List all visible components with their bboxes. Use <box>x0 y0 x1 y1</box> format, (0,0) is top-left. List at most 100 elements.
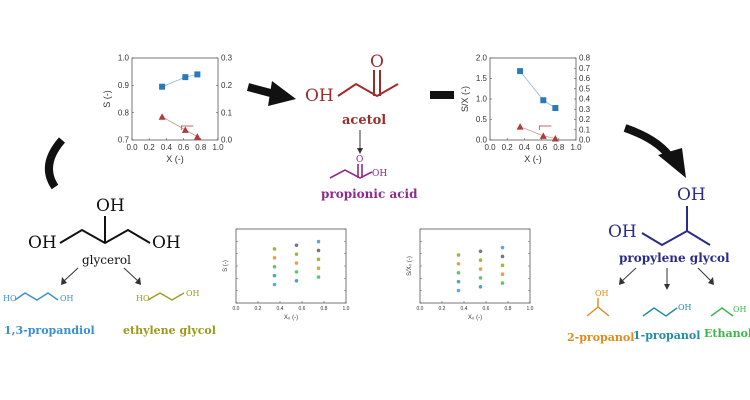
y-axis-label: S (-) <box>102 90 112 108</box>
data-point <box>272 282 277 287</box>
glycerol-oh-right: OH <box>152 233 181 253</box>
glycerol-oh-left: OH <box>28 233 57 253</box>
x-tick-label: 0.0 <box>126 143 138 152</box>
acetol-name: acetol <box>342 113 386 128</box>
y-axis-label: S/X₀ (-) <box>407 256 413 276</box>
x-tick-label: 0.2 <box>502 143 514 152</box>
x-tick-label: 0.0 <box>484 143 496 152</box>
glycerol-oh-top: OH <box>96 196 125 216</box>
x-tick-label: 0.6 <box>299 306 306 312</box>
trend-line <box>519 126 556 139</box>
x-tick-label: 0.2 <box>144 143 156 152</box>
trend-line <box>161 116 198 138</box>
data-point <box>478 267 483 271</box>
x-tick-label: 0.4 <box>461 306 468 312</box>
data-point-triangle <box>158 113 166 120</box>
y-tick-label-right: 0.4 <box>579 95 591 104</box>
selectivity-chart-propylene-glycol-products: 0.0 0.2 0.4 0.6 0.8 1.0 X₀ (-) S/X₀ (-) <box>407 228 534 321</box>
glycerol-name: glycerol <box>82 253 131 267</box>
x-axis-label: X₀ (-) <box>468 315 482 321</box>
x-tick-label: 1.0 <box>343 306 350 312</box>
propandiol-structure: HO OH 1,3-propandiol <box>3 292 95 337</box>
y-tick-label-right: 0.2 <box>221 81 233 90</box>
plot-frame <box>131 57 219 141</box>
y-tick-label-right: 0.3 <box>579 105 591 114</box>
data-point <box>456 279 461 284</box>
propionic-acid-structure: O OH propionic acid <box>321 155 418 201</box>
x-axis-label: X (-) <box>166 154 184 164</box>
data-point <box>272 256 277 260</box>
ethylene-glycol-structure: HO OH ethylene glycol <box>123 289 216 337</box>
data-point <box>316 266 321 271</box>
data-point <box>316 257 321 262</box>
y-tick-label-right: 0.8 <box>579 54 591 63</box>
x-tick-label: 0.8 <box>321 306 328 312</box>
data-point <box>456 262 461 266</box>
propanol2-name: 2-propanol <box>567 331 634 344</box>
plot-frame <box>419 228 531 304</box>
x-tick-label: 1.0 <box>570 143 582 152</box>
data-point <box>316 248 321 253</box>
x-tick-label: 0.4 <box>161 143 173 152</box>
x-tick-label: 0.2 <box>255 306 262 312</box>
propylene-glycol-oh-top: OH <box>677 185 706 205</box>
x-tick-label: 0.0 <box>417 306 424 312</box>
y-tick-label-right: 0.0 <box>221 136 233 145</box>
y-tick-label-right: 0.1 <box>579 125 591 134</box>
data-point <box>478 249 483 254</box>
y-tick-label-right: 0.2 <box>579 115 591 124</box>
data-point <box>500 245 505 250</box>
arrow-chart2-to-propylene-glycol <box>623 124 686 178</box>
axis-pointer-arrow <box>538 125 552 130</box>
ethanol-name: Ethanol <box>704 327 750 340</box>
data-point <box>272 247 277 251</box>
data-point <box>294 279 299 283</box>
data-point <box>272 273 277 278</box>
data-point <box>294 252 299 256</box>
y-tick-label-left: 1.0 <box>118 54 130 63</box>
propanol2-structure: OH 2-propanol <box>567 289 634 344</box>
x-tick-label: 0.0 <box>233 306 240 312</box>
data-point <box>500 263 505 268</box>
x-tick-label: 0.4 <box>277 306 284 312</box>
arc-glycerol-to-chart1 <box>44 137 66 190</box>
data-point <box>272 264 277 269</box>
data-point <box>294 261 299 265</box>
acetol-oh-label: OH <box>305 86 334 106</box>
propandiol-name: 1,3-propandiol <box>4 324 95 337</box>
x-axis-label: X (-) <box>524 154 542 164</box>
acetol-structure: OH O acetol <box>305 52 399 154</box>
y-tick-label-left: 0.5 <box>476 115 488 124</box>
propionic-acid-oh-label: OH <box>372 169 387 179</box>
data-point <box>478 258 483 262</box>
y-tick-label-left: 0.7 <box>118 136 130 145</box>
data-point <box>478 276 483 280</box>
acetol-o-label: O <box>370 52 384 72</box>
y-axis-label: S/X (-) <box>460 86 470 112</box>
trend-line <box>161 74 198 88</box>
propanol1-oh-label: OH <box>678 303 692 312</box>
propanol1-structure: OH 1-propanol <box>633 303 700 342</box>
plot-frame <box>235 228 347 304</box>
data-point <box>316 275 321 279</box>
y-tick-label-right: 0.5 <box>579 84 591 93</box>
data-point <box>478 285 483 289</box>
propylene-glycol-oh-left: OH <box>608 222 637 242</box>
x-tick-label: 0.6 <box>483 306 490 312</box>
y-tick-label-left: 1.0 <box>476 95 488 104</box>
ethylene-glycol-ho-label: HO <box>136 294 150 303</box>
x-axis-label: X₀ (-) <box>284 315 298 321</box>
data-point <box>456 253 461 257</box>
data-point <box>294 243 299 248</box>
data-point <box>456 288 461 293</box>
y-tick-label-right: 0.3 <box>221 54 233 63</box>
data-point <box>500 272 505 277</box>
plot-frame <box>489 57 577 141</box>
x-tick-label: 0.6 <box>178 143 190 152</box>
propionic-acid-name: propionic acid <box>321 187 418 201</box>
propanol1-name: 1-propanol <box>633 329 700 342</box>
y-tick-label-right: 0.1 <box>221 108 233 117</box>
ethylene-glycol-oh-label: OH <box>186 289 200 298</box>
propionic-acid-o-label: O <box>356 155 363 165</box>
